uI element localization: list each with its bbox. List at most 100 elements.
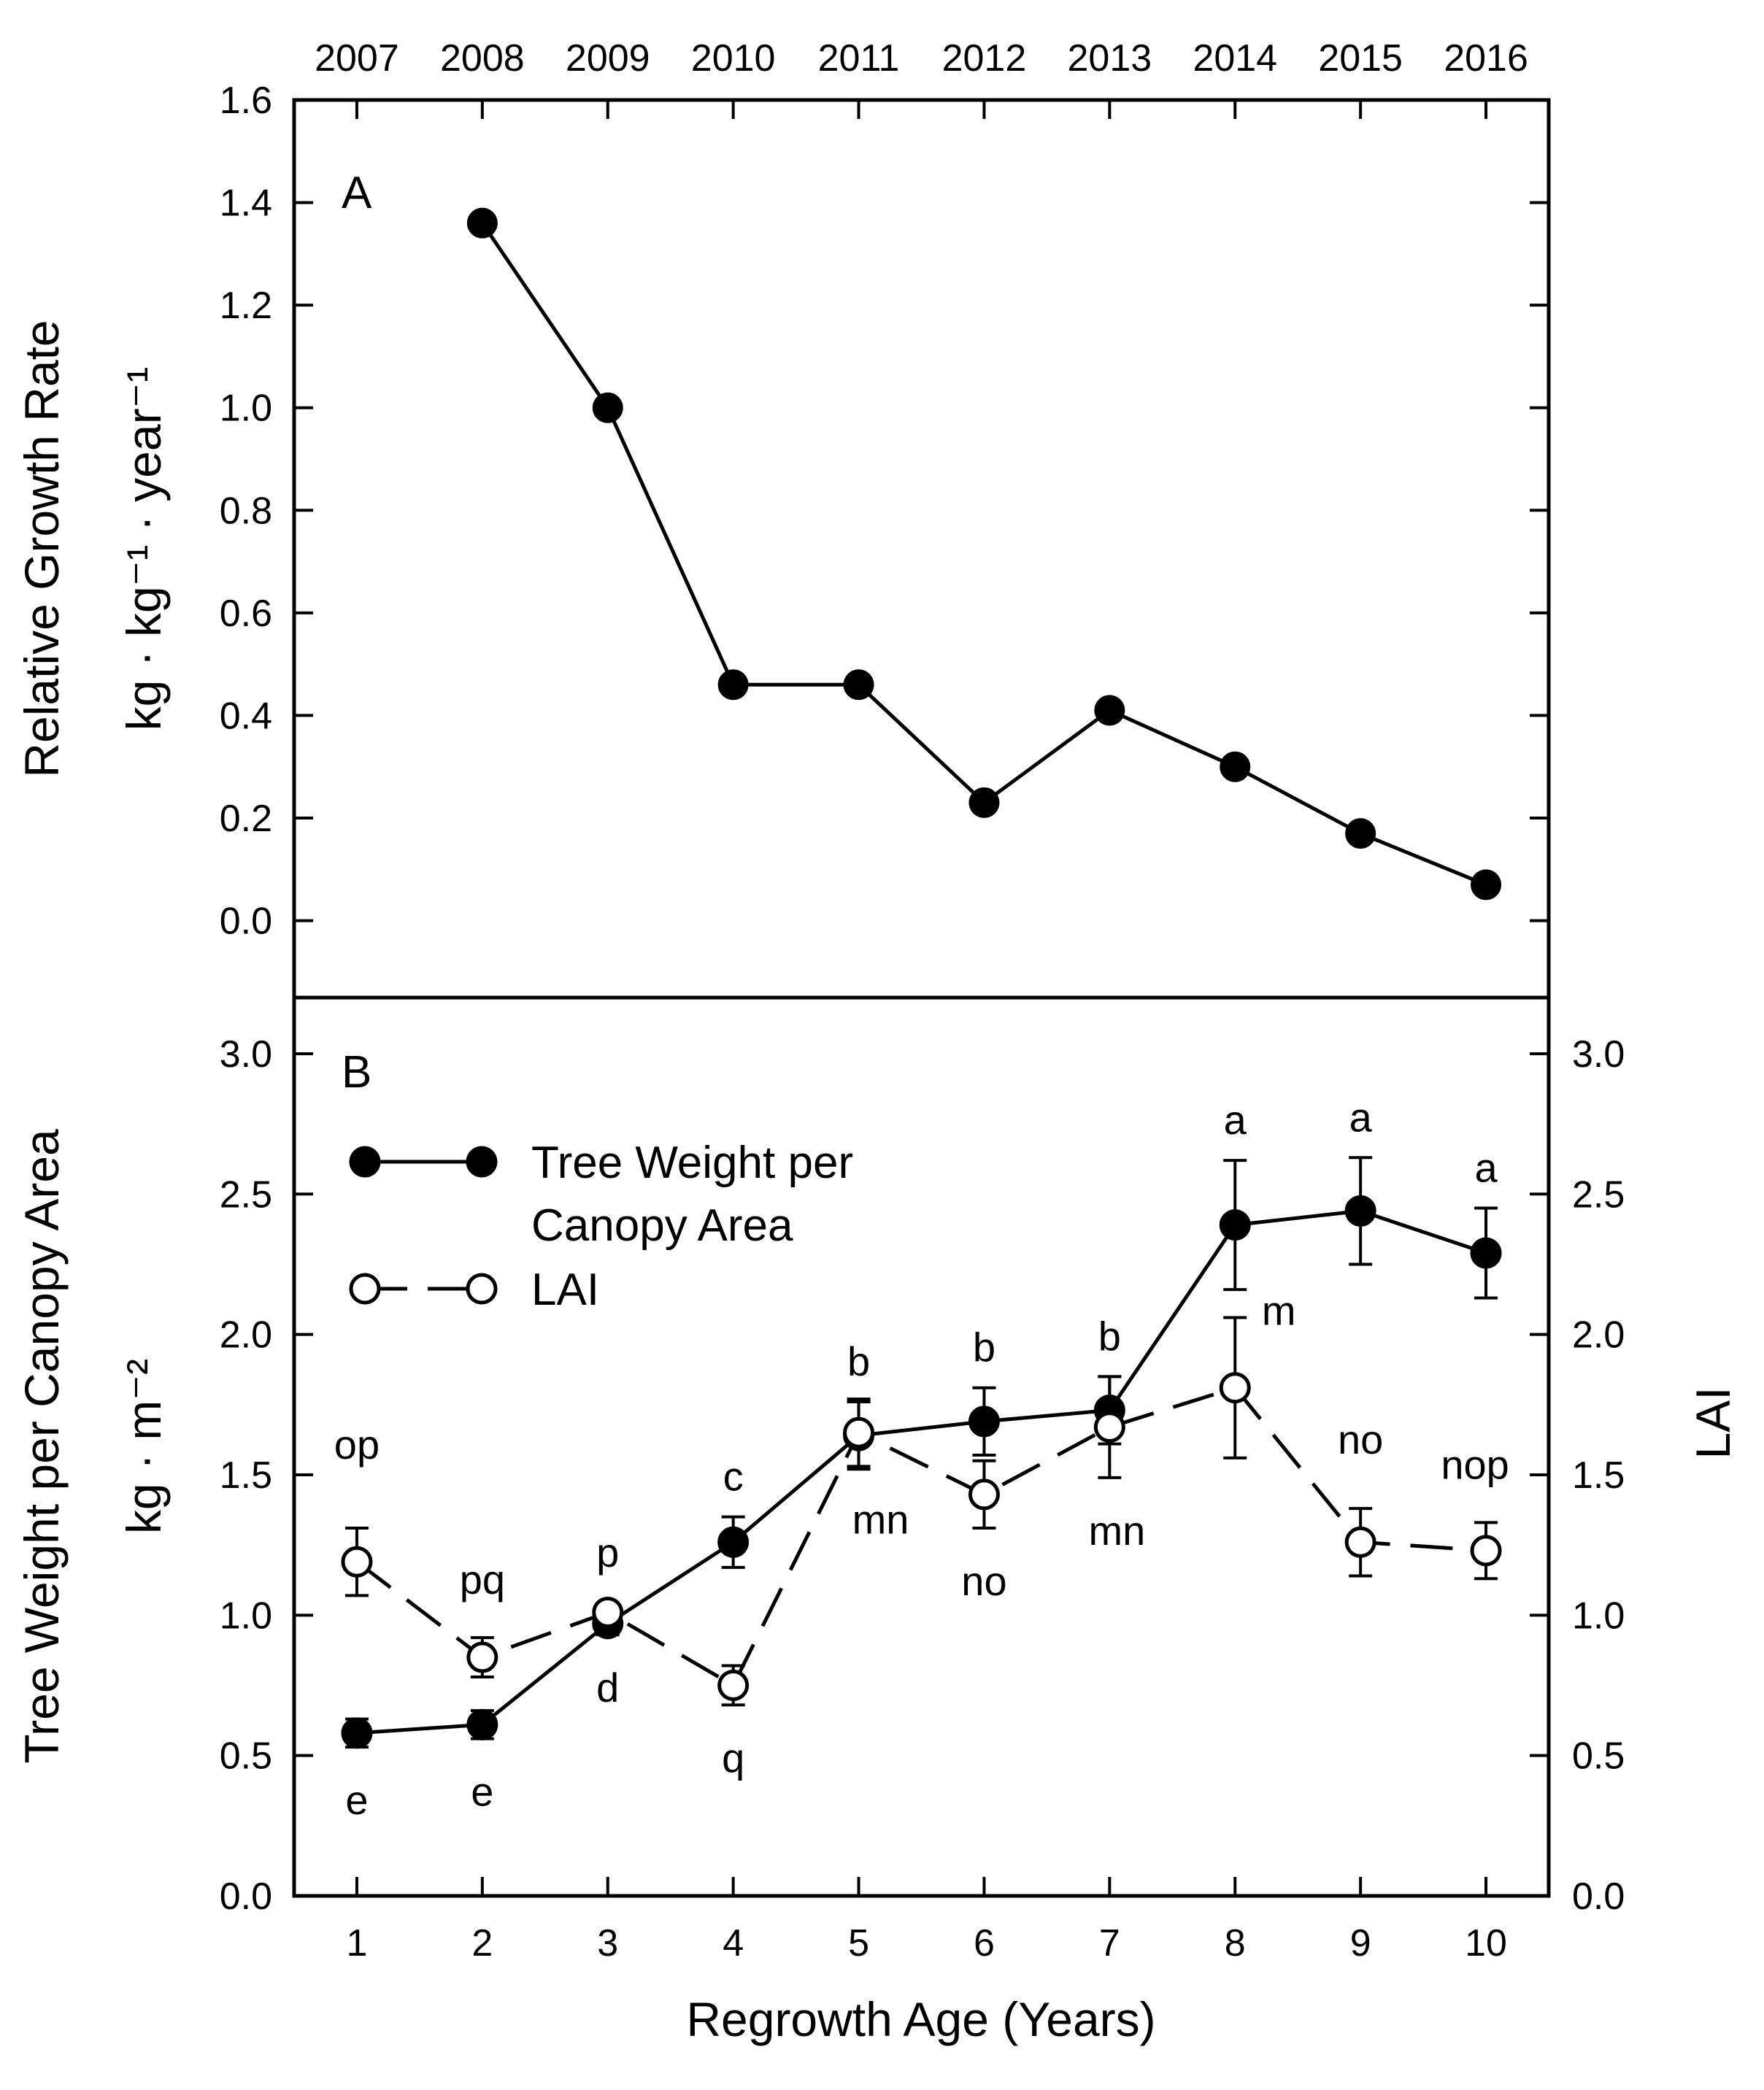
tree-weight-data-point bbox=[717, 1526, 750, 1558]
tree-weight-significance-letter: c bbox=[723, 1454, 744, 1500]
top-axis-year-label: 2008 bbox=[440, 37, 525, 80]
panel-b-ytick-label-left: 0.0 bbox=[220, 1875, 272, 1918]
panel-b-y2-axis-title: LAI bbox=[1686, 1387, 1740, 1459]
lai-data-point bbox=[1093, 1411, 1125, 1443]
lai-data-point bbox=[1219, 1372, 1251, 1404]
top-axis-year-label: 2010 bbox=[691, 37, 776, 80]
panel-a-y-axis-title: Relative Growth Rate kg · kg⁻¹ · year⁻¹ bbox=[15, 320, 171, 777]
panel-a-data-point bbox=[1471, 869, 1502, 901]
panel-a-ytick-label: 0.0 bbox=[220, 901, 272, 943]
tree-weight-significance-letter: a bbox=[1474, 1145, 1498, 1191]
lai-significance-letter: m bbox=[1262, 1288, 1296, 1334]
top-axis-year-label: 2014 bbox=[1193, 37, 1277, 80]
panel-b-xtick-label: 10 bbox=[1465, 1922, 1507, 1964]
lai-significance-letter: mn bbox=[852, 1496, 909, 1542]
legend-marker-tree-weight bbox=[466, 1146, 498, 1178]
panel-b-xtick-label: 8 bbox=[1225, 1922, 1246, 1964]
panel-a-data-point bbox=[843, 669, 874, 701]
lai-significance-letter: mn bbox=[1088, 1508, 1145, 1554]
legend-marker-lai bbox=[349, 1273, 381, 1305]
tree-weight-significance-letter: b bbox=[973, 1324, 995, 1370]
legend-label-tree-weight-line1: Tree Weight per bbox=[531, 1138, 853, 1188]
tree-weight-significance-letter: a bbox=[1224, 1097, 1247, 1143]
legend-marker-lai bbox=[466, 1273, 498, 1305]
top-axis-year-label: 2015 bbox=[1318, 37, 1403, 80]
panel-b-xtick-label: 3 bbox=[597, 1922, 618, 1964]
legend-label-lai: LAI bbox=[531, 1265, 599, 1315]
tree-weight-series-line bbox=[356, 1208, 1487, 1735]
panel-a-data-point bbox=[1094, 695, 1125, 726]
panel-a-ytick-label: 0.2 bbox=[220, 798, 272, 840]
tree-weight-significance-letter: d bbox=[596, 1665, 619, 1711]
panel-a-data-point bbox=[466, 207, 498, 239]
lai-significance-letter: no bbox=[1338, 1416, 1383, 1462]
lai-significance-letter: pq bbox=[460, 1557, 505, 1603]
panel-a-ytick-label: 0.4 bbox=[220, 695, 272, 737]
lai-data-point bbox=[717, 1669, 750, 1701]
tree-weight-significance-letter: b bbox=[847, 1338, 870, 1384]
panel-a-data-point bbox=[1220, 751, 1251, 782]
panel-b-ytick-label-right: 0.5 bbox=[1572, 1735, 1625, 1778]
panel-b-ytick-label-right: 1.5 bbox=[1572, 1454, 1625, 1497]
panel-b-ytick-label-left: 3.0 bbox=[220, 1033, 272, 1076]
panel-b-xtick-label: 2 bbox=[471, 1922, 493, 1964]
lai-data-point bbox=[968, 1478, 1000, 1511]
panel-a-ytick-label: 0.6 bbox=[220, 593, 272, 635]
panel-b-ylabel-line2: kg · m⁻² bbox=[117, 1359, 171, 1534]
top-axis-year-label: 2007 bbox=[315, 37, 399, 80]
legend-label-tree-weight-line2: Canopy Area bbox=[531, 1200, 793, 1251]
text-layer: A B Relative Growth Rate kg · kg⁻¹ · yea… bbox=[15, 168, 1740, 2046]
top-axis-year-label: 2013 bbox=[1068, 37, 1152, 80]
lai-significance-letter: q bbox=[722, 1735, 744, 1781]
panel-b-ytick-label-left: 2.0 bbox=[220, 1314, 272, 1357]
lai-data-point bbox=[341, 1546, 373, 1578]
panel-b-ytick-label-right: 2.5 bbox=[1572, 1173, 1625, 1216]
panel-b-ytick-label-right: 0.0 bbox=[1572, 1875, 1625, 1918]
tree-weight-data-point bbox=[1219, 1209, 1251, 1241]
panel-b-ytick-label-right: 3.0 bbox=[1572, 1033, 1625, 1076]
panel-b-ylabel-line1: Tree Weight per Canopy Area bbox=[15, 1129, 69, 1764]
top-axis-year-label: 2009 bbox=[566, 37, 650, 80]
panel-b-xtick-label: 5 bbox=[848, 1922, 869, 1964]
lai-data-point bbox=[1344, 1526, 1376, 1558]
panel-b-ytick-label-right: 1.0 bbox=[1572, 1595, 1625, 1637]
axes-layer: 0.0 0.2 0.4 0.6 0.8 1.0 1.2 1.4 1.6 2007 2008 2009 2… bbox=[220, 37, 1625, 1964]
top-axis-year-label: 2016 bbox=[1444, 37, 1528, 80]
panel-a-ytick-label: 1.0 bbox=[220, 387, 272, 430]
x-axis-title: Regrowth Age (Years) bbox=[686, 1992, 1155, 2046]
panel-a-ytick-label: 1.2 bbox=[220, 285, 272, 327]
panel-a-data-point bbox=[717, 669, 749, 701]
panel-a-ytick-label: 1.4 bbox=[220, 182, 272, 225]
tree-weight-data-point bbox=[1344, 1195, 1376, 1227]
panel-a-data-point bbox=[968, 787, 1000, 818]
panel-b-y-axis-title: Tree Weight per Canopy Area kg · m⁻² bbox=[15, 1129, 171, 1764]
lai-significance-letter: op bbox=[334, 1422, 380, 1468]
panel-a-series-line bbox=[480, 222, 1487, 887]
panel-a-ylabel-line2: kg · kg⁻¹ · year⁻¹ bbox=[117, 367, 171, 731]
panel-a-data-point bbox=[592, 392, 623, 423]
lai-significance-letter: no bbox=[961, 1558, 1006, 1604]
panel-b-ytick-label-left: 2.5 bbox=[220, 1173, 272, 1216]
panel-b-frame bbox=[292, 995, 1551, 1898]
lai-data-point bbox=[592, 1596, 624, 1628]
lai-significance-letter: nop bbox=[1441, 1441, 1509, 1487]
panel-a-ytick-label: 0.8 bbox=[220, 490, 272, 532]
panel-b-ytick-label-left: 0.5 bbox=[220, 1735, 272, 1778]
legend: Tree Weight per Canopy Area LAI bbox=[349, 1138, 853, 1315]
tree-weight-significance-letter: b bbox=[1098, 1313, 1121, 1359]
legend-marker-tree-weight bbox=[349, 1146, 381, 1178]
panel-a-ytick-label: 1.6 bbox=[220, 80, 272, 122]
lai-data-point bbox=[466, 1641, 498, 1673]
panel-b-xtick-label: 7 bbox=[1099, 1922, 1120, 1964]
tree-weight-significance-letter: e bbox=[345, 1777, 368, 1823]
panel-b-xtick-label: 9 bbox=[1350, 1922, 1371, 1964]
tree-weight-significance-letter: e bbox=[471, 1769, 493, 1815]
panel-b-xtick-label: 4 bbox=[723, 1922, 744, 1964]
lai-series-line bbox=[355, 1385, 1487, 1688]
tree-weight-data-point bbox=[466, 1708, 498, 1740]
tree-weight-data-point bbox=[1470, 1237, 1502, 1269]
tree-weight-data-point bbox=[968, 1405, 1000, 1438]
panel-a-ylabel-line1: Relative Growth Rate bbox=[15, 320, 69, 777]
